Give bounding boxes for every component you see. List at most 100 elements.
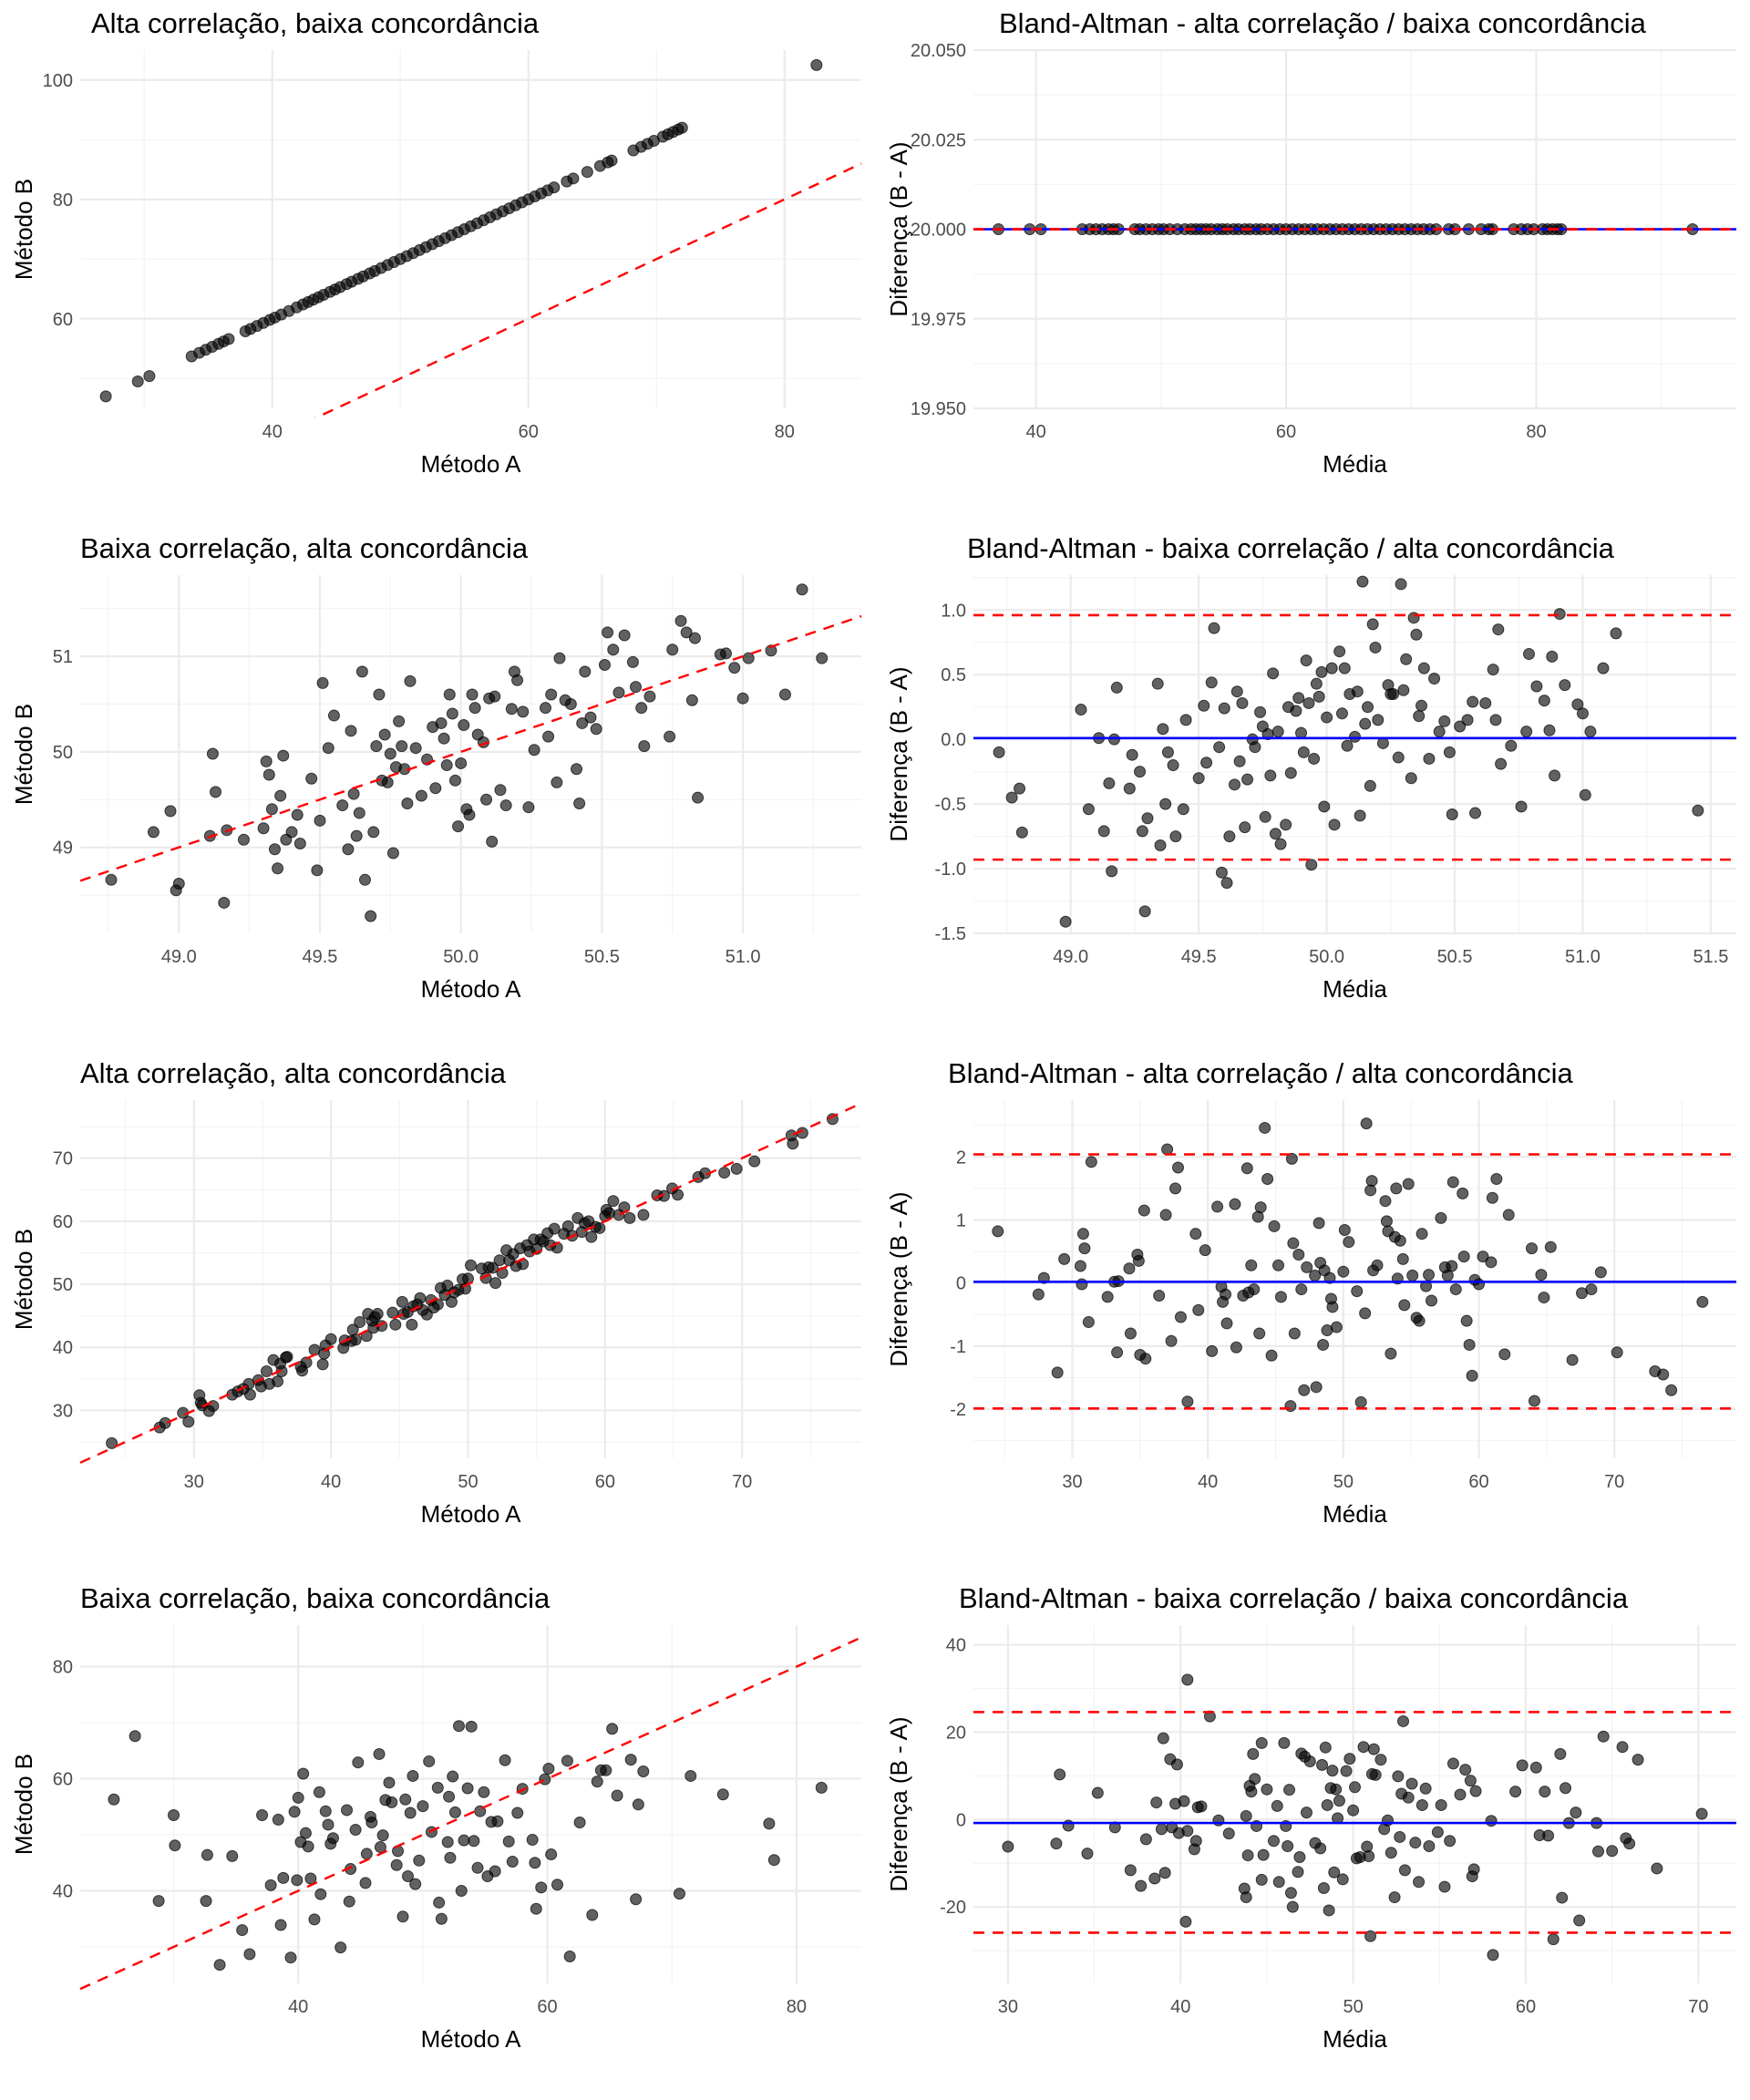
plot-area	[79, 1636, 862, 1991]
data-point	[1078, 1242, 1091, 1255]
data-point	[1492, 623, 1505, 636]
data-point	[1229, 1198, 1241, 1210]
data-point	[1287, 1237, 1300, 1250]
data-point	[200, 1895, 212, 1908]
data-point	[106, 1436, 118, 1449]
data-point	[272, 1375, 284, 1388]
data-point	[452, 820, 465, 833]
data-point	[1397, 684, 1410, 696]
data-point	[1323, 1904, 1335, 1917]
data-point	[1431, 1826, 1444, 1838]
data-point	[1380, 1215, 1393, 1228]
data-point	[539, 1773, 551, 1786]
data-point	[468, 702, 481, 715]
data-point	[1696, 1295, 1709, 1308]
data-point	[1284, 1887, 1297, 1899]
y-axis-label: Diferença (B - A)	[885, 1716, 912, 1891]
data-point	[1051, 1366, 1064, 1379]
data-point	[1379, 1195, 1392, 1208]
data-point	[404, 674, 417, 687]
y-tick-label: -1.0	[935, 860, 966, 880]
data-point	[343, 1895, 355, 1908]
identity-line	[79, 614, 862, 882]
data-point	[489, 1865, 501, 1878]
data-point	[1396, 1252, 1409, 1265]
data-point	[1141, 812, 1154, 825]
data-point	[502, 1835, 515, 1848]
data-point	[1388, 1891, 1401, 1904]
data-point	[767, 1854, 780, 1867]
data-point	[1665, 1384, 1678, 1396]
chart-title: Bland-Altman - baixa correlação / alta c…	[967, 532, 1615, 564]
data-point	[1310, 1381, 1323, 1394]
plot-area	[99, 58, 862, 417]
data-point	[1446, 1176, 1459, 1189]
data-point	[1354, 1395, 1367, 1408]
data-point	[1526, 1242, 1539, 1255]
data-point	[423, 1755, 436, 1767]
x-tick-label: 49.0	[161, 947, 197, 967]
x-tick-label: 50	[458, 1472, 478, 1492]
data-point	[1132, 1254, 1145, 1267]
data-point	[1405, 772, 1417, 785]
data-point	[567, 172, 580, 185]
data-point	[1264, 769, 1277, 782]
data-point	[571, 763, 583, 776]
data-point	[444, 1851, 457, 1864]
data-point	[765, 644, 777, 657]
data-point	[643, 690, 656, 703]
data-point	[272, 862, 284, 875]
data-point	[1157, 1732, 1169, 1745]
data-point	[1487, 664, 1499, 676]
data-point	[1486, 1191, 1498, 1204]
data-point	[612, 686, 625, 699]
data-point	[1385, 1347, 1397, 1360]
data-point	[672, 1189, 685, 1201]
data-point	[1317, 1338, 1330, 1351]
y-tick-label: 0.5	[941, 665, 966, 685]
data-point	[1509, 1786, 1522, 1798]
data-point	[1362, 701, 1374, 714]
y-tick-label: -20	[940, 1898, 966, 1918]
data-point	[1535, 1269, 1548, 1282]
data-point	[590, 723, 602, 736]
data-point	[539, 702, 551, 715]
data-point	[1328, 1866, 1341, 1879]
data-point	[719, 647, 732, 660]
data-point	[680, 626, 693, 639]
data-point	[322, 1818, 335, 1831]
x-tick-label: 30	[998, 1997, 1018, 2017]
data-point	[378, 728, 391, 741]
data-point	[545, 1848, 558, 1861]
data-point	[316, 676, 329, 689]
data-point	[1425, 1294, 1437, 1307]
data-point	[551, 1879, 563, 1891]
x-tick-label: 30	[1062, 1472, 1082, 1492]
data-point	[586, 1909, 599, 1921]
data-point	[1438, 1880, 1451, 1893]
data-point	[1091, 1786, 1104, 1799]
grid	[80, 1100, 861, 1458]
data-point	[1123, 1262, 1136, 1275]
data-point	[1692, 804, 1704, 817]
x-axis-label: Média	[1323, 2025, 1387, 2053]
data-point	[675, 121, 688, 134]
data-point	[1392, 751, 1405, 764]
chart-svg-p1: 40 60 80 60 80 100 Alta correlação, baixa conc…	[10, 7, 862, 478]
y-tick-label: 80	[53, 190, 73, 211]
data-point	[1295, 1283, 1308, 1296]
y-tick-label: 0	[956, 1274, 966, 1294]
chart-title: Bland-Altman - alta correlação / baixa c…	[999, 7, 1647, 39]
data-point	[1363, 1850, 1375, 1863]
data-point	[429, 782, 442, 795]
data-point	[1301, 1261, 1313, 1273]
data-point	[730, 1162, 743, 1175]
data-point	[1398, 1299, 1411, 1312]
data-point	[415, 789, 427, 802]
data-point	[342, 843, 355, 856]
data-point	[1632, 1754, 1644, 1766]
data-point	[1134, 766, 1147, 778]
data-point	[1310, 677, 1323, 690]
data-point	[602, 1207, 615, 1220]
data-point	[237, 833, 250, 846]
